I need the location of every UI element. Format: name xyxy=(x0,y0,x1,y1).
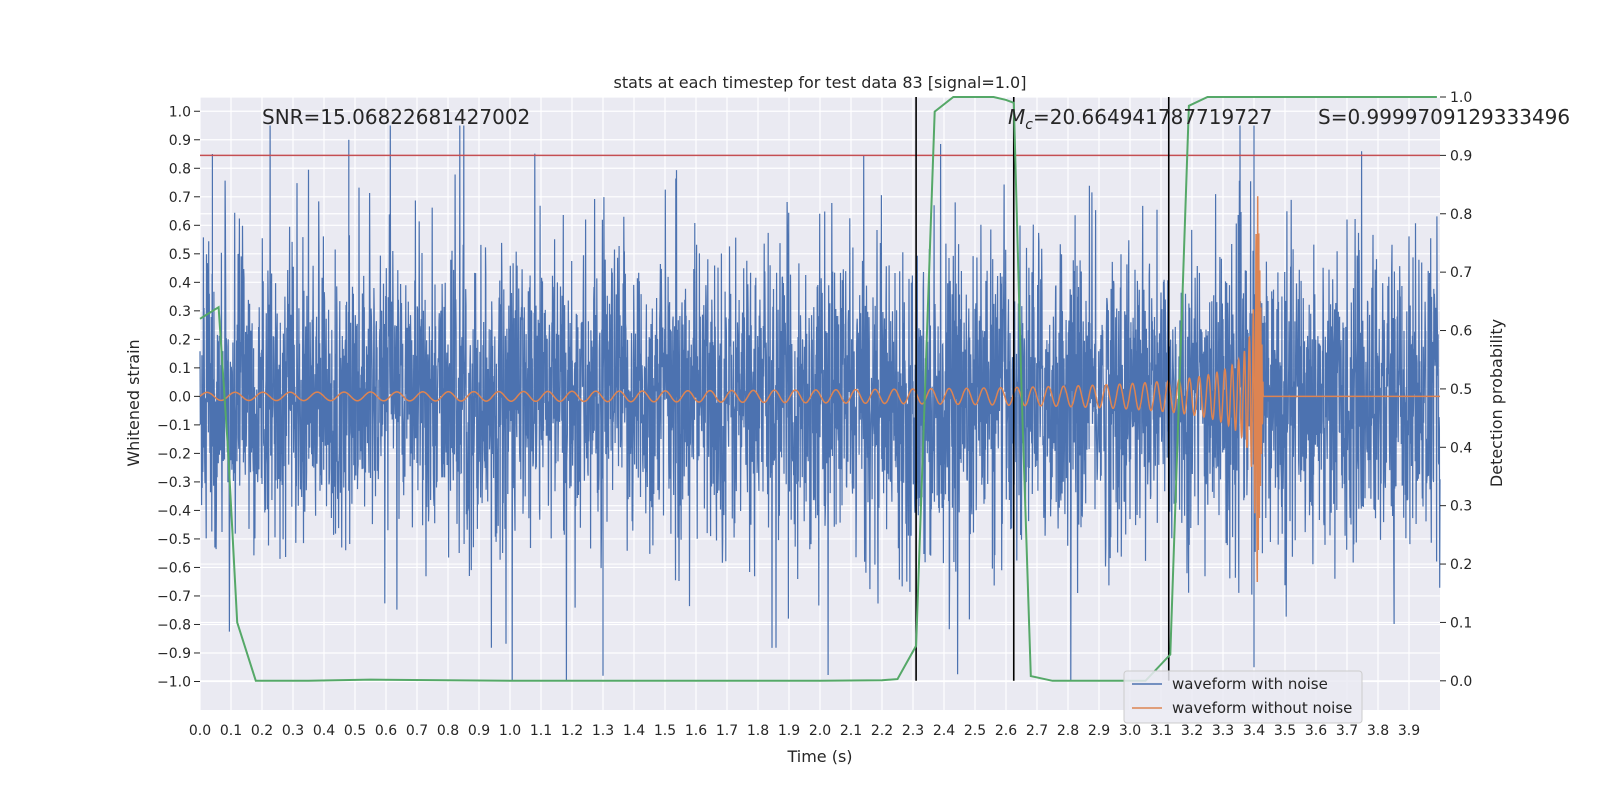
x-axis-ticks: 0.0 0.1 0.2 0.3 0.4 0.5 0.6 0.7 0.8 0.9 1.0 1.1 1.2 1… xyxy=(189,723,1420,739)
y2-tick-label-8: 0.2 xyxy=(1450,557,1472,573)
y-tick-label-1: 0.9 xyxy=(169,133,191,149)
x-tick-label-33: 3.3 xyxy=(1212,723,1234,739)
y2-tick-label-7: 0.3 xyxy=(1450,499,1472,515)
y-tick-label-14: −0.4 xyxy=(157,503,191,519)
x-tick-label-13: 1.3 xyxy=(592,723,614,739)
y-tick-label-12: −0.2 xyxy=(157,446,191,462)
x-tick-label-4: 0.4 xyxy=(313,723,335,739)
x-tick-label-19: 1.9 xyxy=(778,723,800,739)
y-tick-label-5: 0.5 xyxy=(169,247,191,263)
x-tick-label-34: 3.4 xyxy=(1243,723,1265,739)
x-tick-label-9: 0.9 xyxy=(468,723,490,739)
x-tick-label-31: 3.1 xyxy=(1150,723,1172,739)
x-tick-label-20: 2.0 xyxy=(809,723,831,739)
x-tick-label-21: 2.1 xyxy=(840,723,862,739)
y2-tick-label-1: 0.9 xyxy=(1450,148,1472,164)
x-tick-label-1: 0.1 xyxy=(220,723,242,739)
x-tick-label-10: 1.0 xyxy=(499,723,521,739)
y-tick-label-6: 0.4 xyxy=(169,275,191,291)
x-tick-label-26: 2.6 xyxy=(995,723,1017,739)
y2-axis-ticks: 1.0 0.9 0.8 0.7 0.6 0.5 0.4 0.3 0.2 0.1 0.0 xyxy=(1440,90,1472,690)
chirp-mass-value: =20.664941787719727 xyxy=(1033,105,1272,129)
y-tick-label-11: −0.1 xyxy=(157,418,191,434)
y-tick-label-4: 0.6 xyxy=(169,218,191,234)
x-tick-label-7: 0.7 xyxy=(406,723,428,739)
chirp-mass-annotation: Mc=20.664941787719727 xyxy=(1008,105,1272,133)
snr-annotation: SNR=15.06822681427002 xyxy=(262,105,530,129)
x-tick-label-3: 0.3 xyxy=(282,723,304,739)
x-tick-label-14: 1.4 xyxy=(623,723,645,739)
y-tick-label-9: 0.1 xyxy=(169,361,191,377)
y-tick-label-8: 0.2 xyxy=(169,332,191,348)
plot-series xyxy=(199,96,1441,682)
y2-tick-label-10: 0.0 xyxy=(1450,674,1472,690)
y-tick-label-18: −0.8 xyxy=(157,617,191,633)
x-tick-label-38: 3.8 xyxy=(1367,723,1389,739)
x-tick-label-28: 2.8 xyxy=(1057,723,1079,739)
x-tick-label-29: 2.9 xyxy=(1088,723,1110,739)
x-tick-label-37: 3.7 xyxy=(1336,723,1358,739)
x-tick-label-23: 2.3 xyxy=(902,723,924,739)
series-waveform-without-noise xyxy=(199,196,1440,583)
s-annotation: S=0.9999709129333496 xyxy=(1318,105,1570,129)
legend-label-clean: waveform without noise xyxy=(1172,699,1352,717)
legend-label-noise: waveform with noise xyxy=(1172,675,1328,693)
x-axis-label: Time (s) xyxy=(786,747,852,766)
y-axis-label: Whitened strain xyxy=(124,339,143,466)
x-tick-label-39: 3.9 xyxy=(1398,723,1420,739)
x-tick-label-15: 1.5 xyxy=(654,723,676,739)
chart-title: stats at each timestep for test data 83 … xyxy=(614,73,1027,92)
y2-tick-label-3: 0.7 xyxy=(1450,265,1472,281)
y2-tick-label-4: 0.6 xyxy=(1450,324,1472,340)
x-tick-label-35: 3.5 xyxy=(1274,723,1296,739)
x-tick-label-22: 2.2 xyxy=(871,723,893,739)
y2-tick-label-5: 0.5 xyxy=(1450,382,1472,398)
x-tick-label-36: 3.6 xyxy=(1305,723,1327,739)
y2-tick-label-9: 0.1 xyxy=(1450,615,1472,631)
x-tick-label-8: 0.8 xyxy=(437,723,459,739)
x-tick-label-0: 0.0 xyxy=(189,723,211,739)
y-tick-label-3: 0.7 xyxy=(169,190,191,206)
y-tick-label-7: 0.3 xyxy=(169,304,191,320)
x-tick-label-12: 1.2 xyxy=(561,723,583,739)
x-tick-label-2: 0.2 xyxy=(251,723,273,739)
x-tick-label-27: 2.7 xyxy=(1026,723,1048,739)
chirp-mass-subscript: c xyxy=(1025,117,1033,133)
x-tick-label-18: 1.8 xyxy=(747,723,769,739)
legend-box xyxy=(1123,670,1363,724)
series-waveform-with-noise xyxy=(199,125,1441,682)
chirp-mass-symbol: M xyxy=(1008,105,1025,129)
y2-axis-label: Detection probability xyxy=(1487,319,1506,487)
y-tick-label-0: 1.0 xyxy=(169,104,191,120)
x-tick-label-11: 1.1 xyxy=(530,723,552,739)
y-tick-label-20: −1.0 xyxy=(157,674,191,690)
y-tick-label-16: −0.6 xyxy=(157,560,191,576)
legend: waveform with noise waveform without noi… xyxy=(1123,670,1363,724)
x-tick-label-17: 1.7 xyxy=(716,723,738,739)
x-tick-label-6: 0.6 xyxy=(375,723,397,739)
y-tick-label-19: −0.9 xyxy=(157,646,191,662)
x-tick-label-24: 2.4 xyxy=(933,723,955,739)
x-tick-label-5: 0.5 xyxy=(344,723,366,739)
y-tick-label-17: −0.7 xyxy=(157,589,191,605)
y-tick-label-10: 0.0 xyxy=(169,389,191,405)
x-tick-label-25: 2.5 xyxy=(964,723,986,739)
x-tick-label-16: 1.6 xyxy=(685,723,707,739)
y2-tick-label-6: 0.4 xyxy=(1450,440,1472,456)
x-tick-label-32: 3.2 xyxy=(1181,723,1203,739)
y-tick-label-13: −0.3 xyxy=(157,475,191,491)
y2-tick-label-0: 1.0 xyxy=(1450,90,1472,106)
y-tick-label-15: −0.5 xyxy=(157,532,191,548)
x-tick-label-30: 3.0 xyxy=(1119,723,1141,739)
y-tick-label-2: 0.8 xyxy=(169,161,191,177)
y-axis-ticks: 1.0 0.9 0.8 0.7 0.6 0.5 0.4 0.3 0.2 0.1 0.0 −0.1 −0.… xyxy=(157,104,200,690)
detection-vertical-lines xyxy=(915,97,1170,681)
y2-tick-label-2: 0.8 xyxy=(1450,207,1472,223)
series-detection-probability xyxy=(199,96,1437,682)
